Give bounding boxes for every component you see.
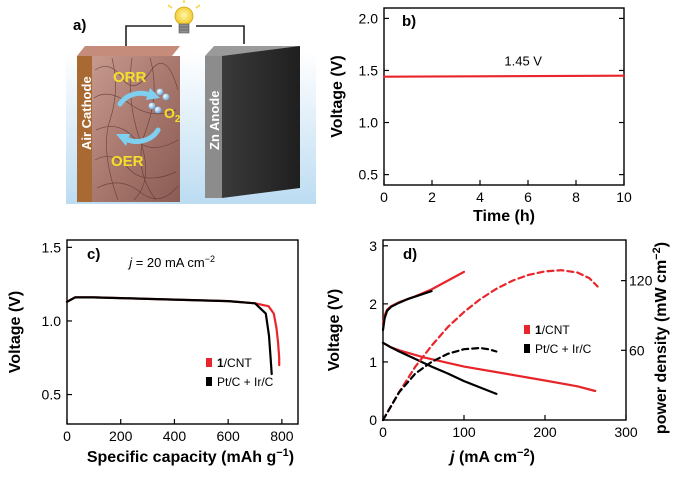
y-tick-label: 0.5 — [359, 167, 379, 183]
y-axis-label: Voltage (V) — [329, 55, 346, 137]
series-line-1-cnt — [65, 296, 281, 367]
panel-d-label: d) — [403, 246, 417, 263]
x-tick-label: 800 — [270, 428, 294, 444]
o2-label: O2 — [164, 105, 181, 125]
y-tick-label: 1.5 — [42, 239, 62, 255]
light-bulb-icon — [167, 0, 201, 34]
y2-tick-label: 60 — [629, 342, 645, 358]
voltage-annotation: 1.45 V — [504, 53, 542, 68]
panel-b-label: b) — [402, 13, 416, 30]
legend-label: Pt/C + Ir/C — [535, 342, 592, 356]
y-tick-label: 2.0 — [359, 10, 379, 26]
battery-schematic: a) — [66, 0, 316, 204]
plot-frame — [382, 239, 627, 421]
y-tick-label: 1 — [369, 354, 377, 370]
x-tick-label: 8 — [572, 189, 580, 205]
y-tick-label: 3 — [369, 238, 377, 254]
x-tick-label: 4 — [476, 189, 484, 205]
x-tick-label: 300 — [614, 424, 638, 440]
air-cathode-label: Air Cathode — [79, 76, 94, 150]
oxygen-bubbles-icon — [148, 88, 170, 114]
series-line-pt-c-ir-c-power-density — [381, 346, 498, 422]
orr-label: ORR — [113, 69, 147, 86]
legend-swatch — [206, 377, 212, 386]
panel-c-label: c) — [87, 246, 100, 263]
x-axis-label: j (mA cm−2) — [448, 447, 535, 466]
legend-label: Pt/C + Ir/C — [217, 375, 274, 389]
x-tick-label: 100 — [452, 424, 476, 440]
x-axis-label: Time (h) — [473, 208, 535, 225]
y2-axis-label: power density (mW cm−2) — [651, 242, 670, 434]
x-tick-label: 200 — [533, 424, 557, 440]
circuit-wire — [125, 25, 245, 46]
legend-label: 1/CNT — [217, 356, 252, 370]
y-tick-label: 0 — [369, 412, 377, 428]
x-tick-label: 400 — [163, 428, 187, 444]
y-tick-label: 1.5 — [359, 62, 379, 78]
series-line-1-cnt-charge — [381, 270, 466, 326]
y2-tick-label: 120 — [629, 273, 653, 289]
panel-a-label: a) — [73, 17, 86, 34]
y-tick-label: 2 — [369, 296, 377, 312]
series-line-pt-c-ir-c-discharge — [381, 341, 498, 395]
y-tick-label: 1.0 — [42, 313, 62, 329]
x-tick-label: 2 — [428, 189, 436, 205]
series-line-pt-c-ir-c — [65, 296, 273, 376]
chart-panel-b: 0 2 4 6 8 10 0.5 1.0 1.5 2.0 b) 1.45 V Time (h) Volta… — [329, 7, 632, 225]
x-tick-label: 6 — [524, 189, 532, 205]
x-tick-label: 10 — [616, 189, 632, 205]
y-tick-label: 1.0 — [359, 115, 379, 131]
y-tick-label: 0.5 — [42, 387, 62, 403]
legend-swatch — [524, 344, 530, 353]
series-line-1-cnt-power-density — [381, 269, 599, 422]
zn-anode-label: Zn Anode — [207, 91, 222, 150]
series-line-pt-c-ir-c-charge — [381, 290, 433, 332]
chart-panel-d: 0 100 200 300 0 1 2 3 60 120 d) 1/CNT Pt/C + Ir/C j (… — [326, 238, 670, 466]
plot-frame — [66, 239, 299, 425]
y-axis-label: Voltage (V) — [326, 289, 343, 371]
y-axis-label: Voltage (V) — [7, 291, 24, 373]
x-tick-label: 0 — [63, 428, 71, 444]
legend-label: 1/CNT — [535, 323, 570, 337]
current-density-annotation: j = 20 mA cm−2 — [127, 254, 215, 270]
x-tick-label: 200 — [109, 428, 133, 444]
zn-anode: Zn Anode — [205, 46, 300, 198]
cycle-arrows-icon — [116, 88, 161, 146]
x-tick-label: 0 — [380, 189, 388, 205]
air-cathode: Air Cathode ORR OER O2 — [77, 46, 181, 202]
chart-panel-c: 0 200 400 600 800 0.5 1.0 1.5 c) j = 20 mA cm−2 1/… — [7, 239, 299, 466]
plot-frame — [383, 7, 625, 186]
x-axis-label: Specific capacity (mAh g−1) — [87, 447, 294, 466]
legend-swatch — [206, 358, 212, 367]
series-line-discharge — [382, 74, 626, 78]
x-tick-label: 0 — [379, 424, 387, 440]
oer-label: OER — [111, 153, 144, 170]
legend-swatch — [524, 325, 530, 334]
x-tick-label: 600 — [216, 428, 240, 444]
